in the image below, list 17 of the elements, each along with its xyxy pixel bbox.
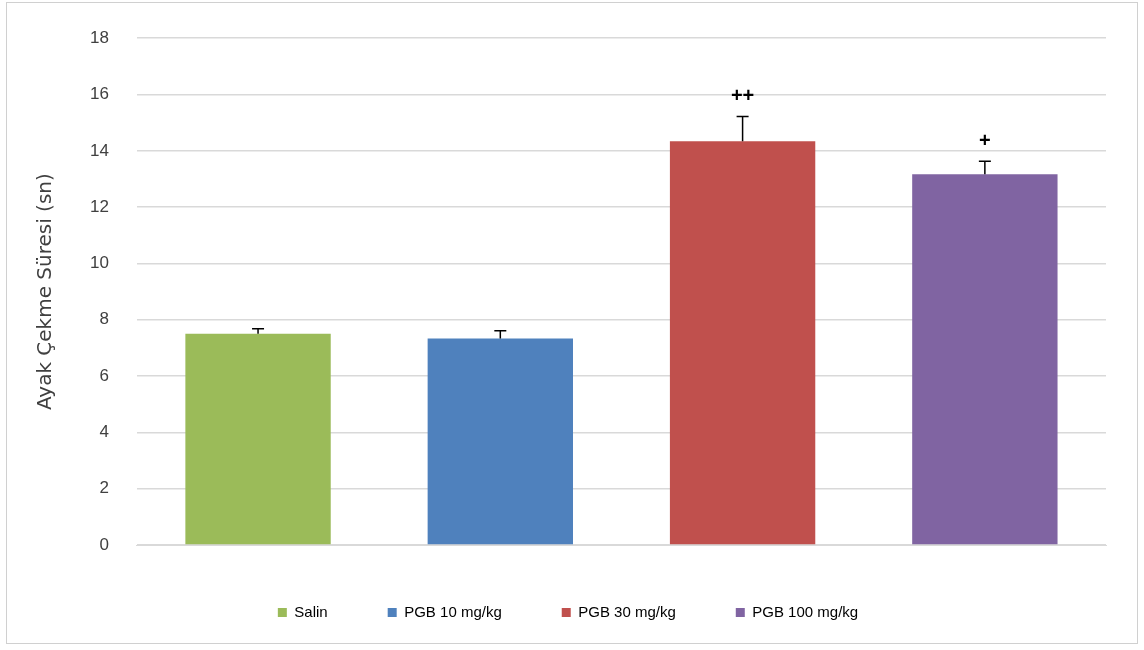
y-tick-label: 8 xyxy=(99,309,109,329)
y-axis-title: Ayak Çekme Süresi (sn) xyxy=(32,173,57,411)
y-tick-label: 0 xyxy=(99,534,109,554)
y-tick-label: 6 xyxy=(99,365,109,385)
y-tick-label: 14 xyxy=(89,140,109,160)
legend-label: Salin xyxy=(294,602,328,620)
legend-label: PGB 100 mg/kg xyxy=(752,602,859,620)
y-tick-label: 18 xyxy=(89,27,109,47)
y-tick-label: 12 xyxy=(89,196,109,216)
annotation: ++ xyxy=(730,83,755,106)
y-tick-label: 4 xyxy=(99,422,109,442)
y-tick-label: 10 xyxy=(89,253,109,273)
y-tick-label: 16 xyxy=(89,84,109,104)
annotation: + xyxy=(979,128,991,151)
legend-label: PGB 30 mg/kg xyxy=(578,602,676,620)
legend-label: PGB 10 mg/kg xyxy=(404,602,502,620)
y-tick-label: 2 xyxy=(99,478,109,498)
